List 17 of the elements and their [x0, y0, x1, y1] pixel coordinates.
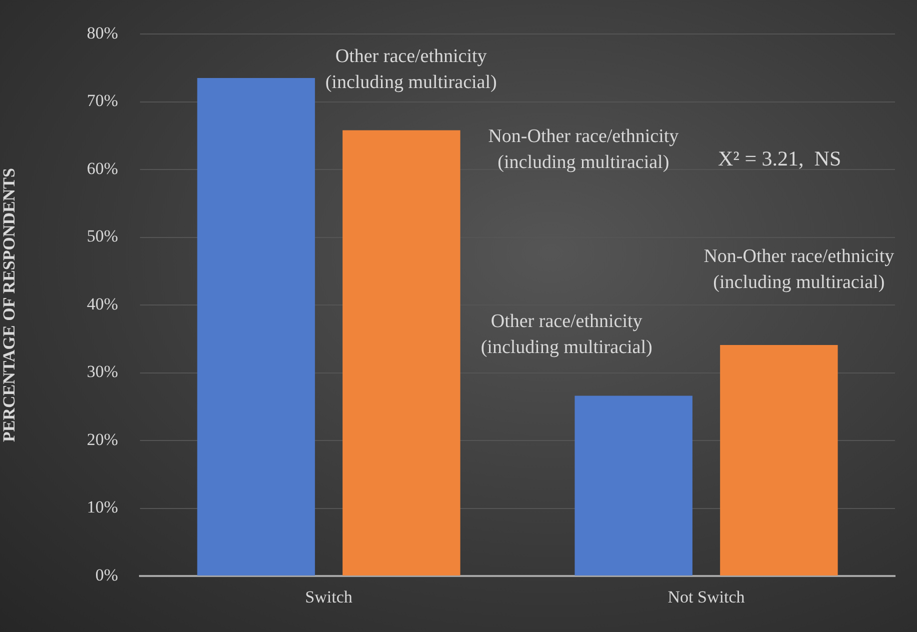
text: Non-Other race/ethnicity (including multiracial) — [704, 246, 894, 293]
y-axis-title: PERCENTAGE OF RESPONDENTS — [0, 168, 19, 442]
y-tick-label: 60% — [86, 158, 118, 178]
series-label: Non-Other race/ethnicity (including multiracial) — [488, 126, 680, 174]
series-label: Other race/ethnicity (including multiracial) — [325, 46, 497, 94]
x-tick-label: Not Switch — [668, 588, 746, 607]
text: Other race/ethnicity (including multiracial) — [480, 310, 652, 358]
annotation: X² = 3.21, NS — [718, 146, 842, 171]
y-tick-label: 0% — [95, 565, 118, 584]
x-tick-label: Switch — [305, 588, 353, 607]
y-tick-label: 50% — [86, 226, 118, 246]
y-tick-label: 10% — [86, 498, 118, 517]
y-tick-label: 70% — [86, 91, 118, 110]
y-tick-label: 30% — [86, 362, 118, 382]
y-tick-label: 80% — [86, 23, 118, 42]
y-tick-label: 40% — [86, 294, 118, 314]
y-tick-label: 20% — [86, 430, 118, 449]
